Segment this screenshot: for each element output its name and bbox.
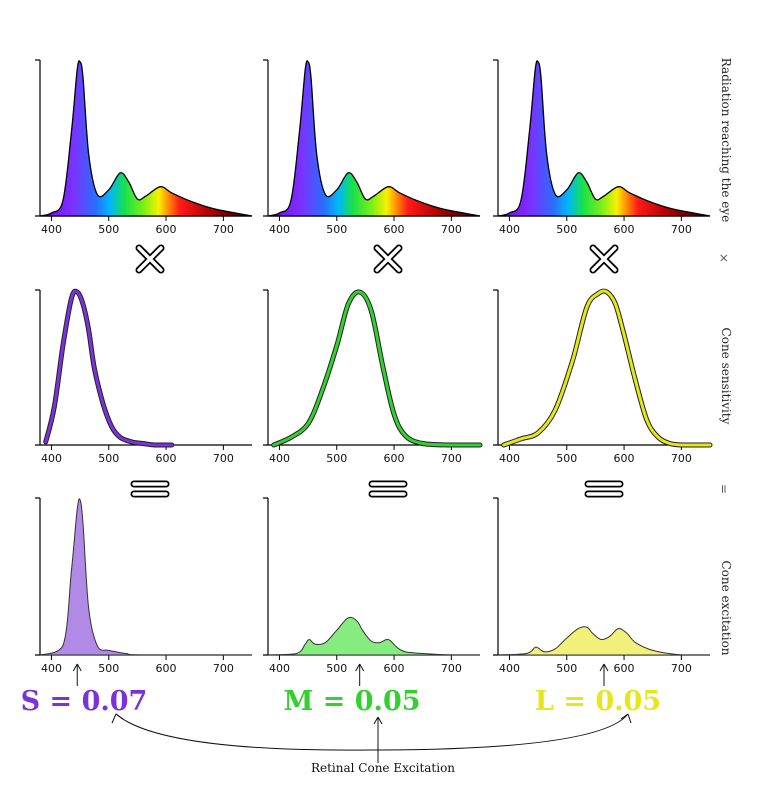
caption-arrowhead-left xyxy=(111,713,124,724)
x-tick-label-700: 700 xyxy=(213,662,234,675)
panel-radiation-m: 400 500 600 700 xyxy=(263,59,481,236)
x-tick-label-400: 400 xyxy=(499,662,520,675)
excitation-area-l xyxy=(497,626,710,656)
equals-symbol xyxy=(368,480,408,498)
x-tick-label-600: 600 xyxy=(614,662,635,675)
x-tick-label-400: 400 xyxy=(499,452,520,465)
caption-arrowhead-middle xyxy=(373,716,383,725)
sensitivity-curve-outline xyxy=(501,288,713,448)
x-tick-label-700: 700 xyxy=(213,223,234,236)
x-tick-label-600: 600 xyxy=(156,452,177,465)
x-tick-label-400: 400 xyxy=(41,452,62,465)
equals-symbol xyxy=(130,480,170,498)
row-label-times: × xyxy=(717,253,731,263)
row-label-excitation: Cone excitation xyxy=(719,560,733,655)
operator-symbols xyxy=(130,244,624,498)
x-tick-label-600: 600 xyxy=(384,452,405,465)
sensitivity-curve-l xyxy=(502,289,712,447)
multiply-stroke-fill xyxy=(591,246,617,272)
x-tick-label-600: 600 xyxy=(156,662,177,675)
x-tick-label-500: 500 xyxy=(326,662,347,675)
x-tick-label-700: 700 xyxy=(671,223,692,236)
value-label-l: L = 0.05 xyxy=(535,686,661,717)
x-tick-label-500: 500 xyxy=(556,662,577,675)
sensitivity-curve-m xyxy=(272,290,482,447)
excitation-area-m xyxy=(267,616,480,656)
row-label-equals: = xyxy=(717,484,731,494)
caption-text: Retinal Cone Excitation xyxy=(311,761,455,775)
radiation-spectrum-area xyxy=(39,60,253,217)
x-tick-label-700: 700 xyxy=(671,452,692,465)
panel-radiation-s: 400 500 600 700 xyxy=(35,59,253,236)
panel-sensitivity-m: 400 500 600 700 xyxy=(263,289,483,465)
x-tick-label-400: 400 xyxy=(41,223,62,236)
x-tick-label-500: 500 xyxy=(98,662,119,675)
x-tick-label-400: 400 xyxy=(269,223,290,236)
value-pointer-head-l xyxy=(599,663,609,672)
row-label-radiation: Radiation reaching the eye xyxy=(719,58,733,223)
sensitivity-curve-outline xyxy=(271,289,483,448)
value-pointer-head-s xyxy=(72,663,82,672)
excitation-values: S = 0.07 M = 0.05 L = 0.05 xyxy=(21,686,661,717)
x-tick-label-600: 600 xyxy=(614,223,635,236)
x-tick-label-600: 600 xyxy=(384,662,405,675)
value-pointer-head-m xyxy=(355,663,365,672)
multiply-symbol xyxy=(589,244,619,274)
value-label-m: M = 0.05 xyxy=(283,686,420,717)
x-tick-label-500: 500 xyxy=(326,223,347,236)
x-tick-label-600: 600 xyxy=(614,452,635,465)
multiply-symbol xyxy=(135,244,165,274)
equals-symbol xyxy=(584,480,624,498)
x-tick-label-500: 500 xyxy=(326,452,347,465)
x-tick-label-600: 600 xyxy=(156,223,177,236)
x-tick-label-400: 400 xyxy=(499,223,520,236)
caption-group: Retinal Cone Excitation xyxy=(111,713,632,775)
radiation-spectrum-area xyxy=(497,60,711,217)
caption-arc xyxy=(115,713,629,751)
x-tick-label-400: 400 xyxy=(269,452,290,465)
x-tick-label-500: 500 xyxy=(98,452,119,465)
caption-arrowhead-right xyxy=(620,713,632,724)
x-tick-label-700: 700 xyxy=(441,452,462,465)
excitation-area-s xyxy=(39,498,252,656)
value-label-s: S = 0.07 xyxy=(21,686,148,717)
panel-sensitivity-l: 400 500 600 700 xyxy=(493,288,713,465)
x-tick-label-600: 600 xyxy=(384,223,405,236)
sensitivity-curve-s xyxy=(44,289,174,447)
x-tick-label-700: 700 xyxy=(671,662,692,675)
panel-sensitivity-s: 400 500 600 700 xyxy=(35,288,252,465)
panel-grid: 400 500 600 700 400 500 600 700 400 500 600 700 400 5… xyxy=(35,59,713,686)
x-tick-label-500: 500 xyxy=(556,223,577,236)
panel-excitation-l: 400 500 600 700 xyxy=(493,497,710,686)
panel-radiation-l: 400 500 600 700 xyxy=(493,59,711,236)
x-tick-label-500: 500 xyxy=(556,452,577,465)
x-tick-label-500: 500 xyxy=(98,223,119,236)
multiply-stroke-fill xyxy=(137,246,163,272)
x-tick-label-700: 700 xyxy=(441,662,462,675)
row-label-sensitivity: Cone sensitivity xyxy=(719,328,733,425)
row-labels: Radiation reaching the eye × Cone sensit… xyxy=(717,58,733,656)
x-tick-label-700: 700 xyxy=(441,223,462,236)
x-tick-label-400: 400 xyxy=(41,662,62,675)
panel-excitation-s: 400 500 600 700 xyxy=(35,497,252,686)
multiply-stroke-fill xyxy=(375,246,401,272)
x-tick-label-700: 700 xyxy=(213,452,234,465)
multiply-symbol xyxy=(373,244,403,274)
panel-excitation-m: 400 500 600 700 xyxy=(263,497,480,686)
radiation-spectrum-area xyxy=(267,60,481,217)
x-tick-label-400: 400 xyxy=(269,662,290,675)
